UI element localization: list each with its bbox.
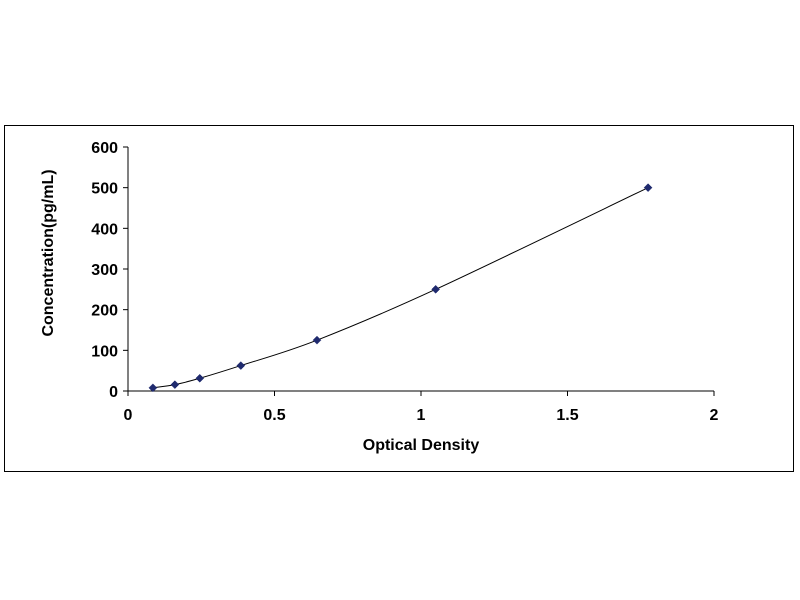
axes: 0 100 200 300 400 500 600 0 0.5 1 1.5 2 bbox=[91, 140, 718, 424]
x-tick-label: 1 bbox=[417, 407, 426, 424]
data-point-marker bbox=[431, 284, 441, 294]
fitted-curve-line bbox=[152, 187, 649, 389]
y-tick-label: 0 bbox=[109, 384, 118, 401]
x-axis-title: Optical Density bbox=[363, 437, 480, 454]
x-tick-label: 0.5 bbox=[263, 407, 285, 424]
x-tick-label: 0 bbox=[124, 407, 133, 424]
y-tick-label: 300 bbox=[91, 262, 118, 279]
data-point-marker bbox=[148, 383, 158, 393]
data-point-marker bbox=[236, 361, 246, 370]
data-point-marker bbox=[195, 373, 205, 383]
x-tick-label: 1.5 bbox=[556, 407, 578, 424]
data-point-marker bbox=[170, 380, 180, 390]
y-tick-label: 500 bbox=[91, 181, 118, 198]
y-tick-label: 400 bbox=[91, 221, 118, 238]
y-axis-title: Concentration(pg/mL) bbox=[40, 169, 57, 336]
y-tick-label: 100 bbox=[91, 343, 118, 360]
y-tick-label: 200 bbox=[91, 303, 118, 320]
data-point-marker bbox=[312, 335, 322, 345]
y-tick-label: 600 bbox=[91, 140, 118, 157]
fitted-curve-layer bbox=[152, 187, 649, 389]
data-point-marker bbox=[643, 183, 653, 193]
chart-frame bbox=[4, 125, 794, 472]
x-tick-label: 2 bbox=[710, 407, 719, 424]
data-points-layer bbox=[148, 183, 653, 393]
